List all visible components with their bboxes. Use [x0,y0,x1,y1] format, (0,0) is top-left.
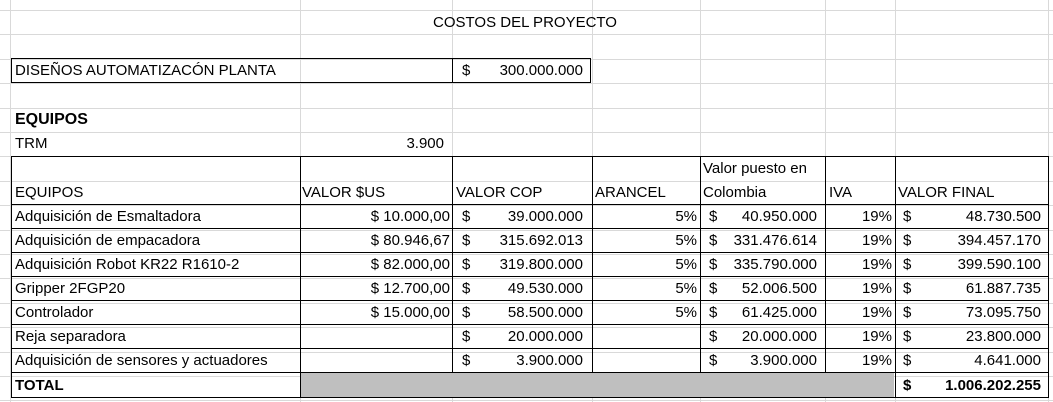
header-equipos[interactable]: EQUIPOS [15,184,84,201]
row-equipo-name[interactable]: Adquisición de empacadora [15,232,201,249]
row-valor-puesto[interactable]: 331.476.614 [733,232,817,249]
row-valor-final-currency: $ [903,328,912,345]
total-value[interactable]: 1.006.202.255 [945,377,1041,394]
sheet-title[interactable]: COSTOS DEL PROYECTO [433,14,617,31]
row-valor-cop-currency: $ [462,304,471,321]
row-valor-cop[interactable]: 319.800.000 [499,256,583,273]
diseno-currency: $ [462,62,471,79]
row-equipo-name[interactable]: Adquisición de sensores y actuadores [15,352,268,369]
row-valor-puesto-currency: $ [709,328,718,345]
row-arancel[interactable]: 5% [675,256,697,273]
row-valor-puesto-currency: $ [709,232,718,249]
row-valor-cop[interactable]: 3.900.000 [516,352,583,369]
row-arancel[interactable]: 5% [675,304,697,321]
row-equipo-name[interactable]: Reja separadora [15,328,126,345]
section-title-equipos[interactable]: EQUIPOS [15,111,88,128]
row-valor-puesto[interactable]: 52.006.500 [741,280,817,297]
row-equipo-name[interactable]: Gripper 2FGP20 [15,280,126,297]
row-valor-final[interactable]: 61.887.735 [965,280,1041,297]
row-valor-final-currency: $ [903,232,912,249]
row-arancel[interactable]: 5% [675,232,697,249]
row-valor-puesto[interactable]: 61.425.000 [741,304,817,321]
row-valor-puesto[interactable]: 20.000.000 [741,328,817,345]
header-iva[interactable]: IVA [829,184,853,201]
row-equipo-name[interactable]: Adquisición Robot KR22 R1610-2 [15,256,240,273]
row-valor-puesto[interactable]: 3.900.000 [750,352,817,369]
row-valor-final-currency: $ [903,280,912,297]
row-valor-us[interactable]: $ 82.000,00 [370,256,450,273]
row-valor-us[interactable]: $ 15.000,00 [370,304,450,321]
row-iva[interactable]: 19% [861,280,892,297]
row-valor-final[interactable]: 399.590.100 [957,256,1041,273]
header-valor-puesto-line2[interactable]: Colombia [703,184,767,201]
header-arancel[interactable]: ARANCEL [595,184,666,201]
row-valor-cop-currency: $ [462,280,471,297]
row-iva[interactable]: 19% [861,256,892,273]
row-iva[interactable]: 19% [861,208,892,225]
row-valor-final-currency: $ [903,304,912,321]
row-valor-us[interactable]: $ 10.000,00 [370,208,450,225]
row-valor-cop[interactable]: 49.530.000 [507,280,583,297]
row-valor-cop[interactable]: 58.500.000 [507,304,583,321]
row-valor-us[interactable] [302,325,450,349]
row-valor-puesto-currency: $ [709,256,718,273]
row-valor-us[interactable] [302,349,450,373]
row-valor-final-currency: $ [903,352,912,369]
row-valor-puesto-currency: $ [709,208,718,225]
row-valor-cop-currency: $ [462,352,471,369]
row-valor-puesto-currency: $ [709,280,718,297]
row-valor-final[interactable]: 23.800.000 [965,328,1041,345]
row-valor-puesto-currency: $ [709,352,718,369]
row-valor-final[interactable]: 48.730.500 [965,208,1041,225]
row-valor-cop-currency: $ [462,328,471,345]
row-valor-cop-currency: $ [462,232,471,249]
trm-label[interactable]: TRM [15,135,48,152]
header-valor-puesto-line1[interactable]: Valor puesto en [703,160,807,177]
header-valor-us[interactable]: VALOR $US [302,184,386,201]
diseno-value[interactable]: 300.000.000 [499,62,583,79]
row-valor-final-currency: $ [903,256,912,273]
row-valor-cop[interactable]: 20.000.000 [507,328,583,345]
row-valor-final[interactable]: 73.095.750 [965,304,1041,321]
row-equipo-name[interactable]: Controlador [15,304,94,321]
row-valor-final[interactable]: 394.457.170 [957,232,1041,249]
total-currency: $ [903,377,912,394]
row-valor-us[interactable]: $ 12.700,00 [370,280,450,297]
row-valor-puesto-currency: $ [709,304,718,321]
row-arancel[interactable]: 5% [675,208,697,225]
row-valor-final[interactable]: 4.641.000 [974,352,1041,369]
row-valor-us[interactable]: $ 80.946,67 [370,232,450,249]
total-gray-fill [300,373,894,397]
total-label[interactable]: TOTAL [15,377,64,394]
row-valor-puesto[interactable]: 335.790.000 [733,256,817,273]
row-equipo-name[interactable]: Adquisición de Esmaltadora [15,208,201,225]
header-valor-final[interactable]: VALOR FINAL [898,184,995,201]
diseno-label[interactable]: DISEÑOS AUTOMATIZACÓN PLANTA [15,62,276,79]
row-arancel[interactable] [595,325,697,349]
row-valor-cop[interactable]: 315.692.013 [499,232,583,249]
row-arancel[interactable]: 5% [675,280,697,297]
row-iva[interactable]: 19% [861,352,892,369]
row-valor-cop-currency: $ [462,208,471,225]
row-valor-cop-currency: $ [462,256,471,273]
row-iva[interactable]: 19% [861,232,892,249]
row-valor-puesto[interactable]: 40.950.000 [741,208,817,225]
row-iva[interactable]: 19% [861,304,892,321]
row-iva[interactable]: 19% [861,328,892,345]
row-arancel[interactable] [595,349,697,373]
trm-value[interactable]: 3.900 [406,135,444,152]
row-valor-cop[interactable]: 39.000.000 [507,208,583,225]
header-valor-cop[interactable]: VALOR COP [456,184,543,201]
row-valor-final-currency: $ [903,208,912,225]
